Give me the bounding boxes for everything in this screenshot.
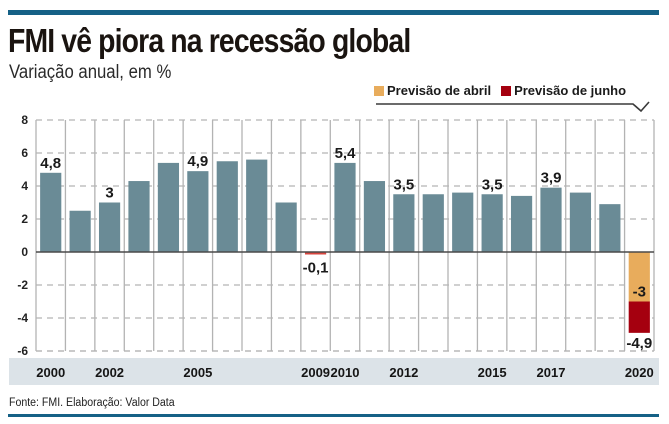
bar-2007: [246, 159, 268, 252]
x-tick-label: 2012: [389, 365, 418, 380]
data-label-2020-june: -4,9: [626, 335, 652, 352]
data-label-2012: 3,5: [393, 176, 414, 193]
bar-2002: [98, 202, 121, 252]
chart-title: FMI vê piora na recessão global: [8, 22, 411, 59]
bar-2016: [510, 195, 533, 252]
bar-2019: [599, 204, 621, 252]
data-label-2002: 3: [105, 185, 113, 202]
x-tick-label: 2009: [301, 365, 330, 380]
bar-2018: [569, 192, 592, 252]
legend-item-june: Previsão de junho: [501, 83, 626, 98]
data-label-2017: 3,9: [541, 170, 562, 187]
legend-swatch-june: [501, 85, 512, 96]
x-tick-label: 2015: [478, 365, 507, 380]
bottom-accent-bar: [8, 414, 659, 417]
bar-2009: [304, 252, 327, 255]
y-tick-label: -2: [17, 278, 28, 292]
bar-2017: [540, 187, 562, 252]
y-tick-label: 8: [21, 113, 28, 127]
bar-2015: [481, 194, 503, 252]
y-tick-label: 4: [21, 179, 28, 193]
bar-2005: [187, 171, 209, 252]
legend-pointer-line: [376, 101, 650, 113]
x-tick-label: 2020: [625, 365, 654, 380]
legend-label-april: Previsão de abril: [387, 83, 492, 98]
legend-label-june: Previsão de junho: [514, 83, 627, 98]
data-label-2015: 3,5: [482, 176, 503, 193]
bar-2012: [393, 194, 415, 252]
x-tick-label: 2010: [331, 365, 360, 380]
top-accent-bar: [8, 10, 659, 15]
bar-2020-june-forecast: [628, 301, 650, 333]
data-label-2009: -0,1: [303, 260, 329, 277]
y-tick-label: 0: [21, 245, 28, 259]
y-tick-label: 6: [21, 146, 28, 160]
chart-subtitle: Variação anual, em %: [9, 62, 172, 83]
bar-2020-april-forecast: [628, 252, 650, 302]
x-tick-label: 2002: [95, 365, 124, 380]
bar-2013: [422, 194, 444, 252]
bar-2003: [128, 181, 150, 252]
legend: Previsão de abril Previsão de junho: [374, 83, 636, 98]
bar-2010: [334, 162, 356, 252]
bar-2008: [275, 202, 297, 252]
y-tick-label: 2: [21, 212, 28, 226]
y-tick-label: -4: [17, 311, 28, 325]
bar-2011: [363, 181, 386, 252]
legend-item-april: Previsão de abril: [374, 83, 491, 98]
bar-2014: [452, 192, 474, 252]
x-tick-label: 2005: [183, 365, 212, 380]
source-note: Fonte: FMI. Elaboração: Valor Data: [9, 397, 175, 409]
bar-2000: [40, 172, 62, 252]
data-label-2005: 4,9: [187, 153, 208, 170]
data-label-2000: 4,8: [40, 155, 61, 172]
data-label-2010: 5,4: [335, 145, 357, 162]
bar-2006: [216, 161, 238, 252]
legend-swatch-april: [374, 85, 384, 96]
bar-2004: [157, 162, 180, 252]
x-tick-label: 2017: [537, 365, 566, 380]
bar-2001: [69, 210, 91, 252]
data-label-2020-april: -3: [633, 284, 646, 301]
y-tick-label: -6: [17, 344, 28, 358]
x-tick-label: 2000: [36, 365, 65, 380]
x-axis-band: [9, 358, 659, 385]
